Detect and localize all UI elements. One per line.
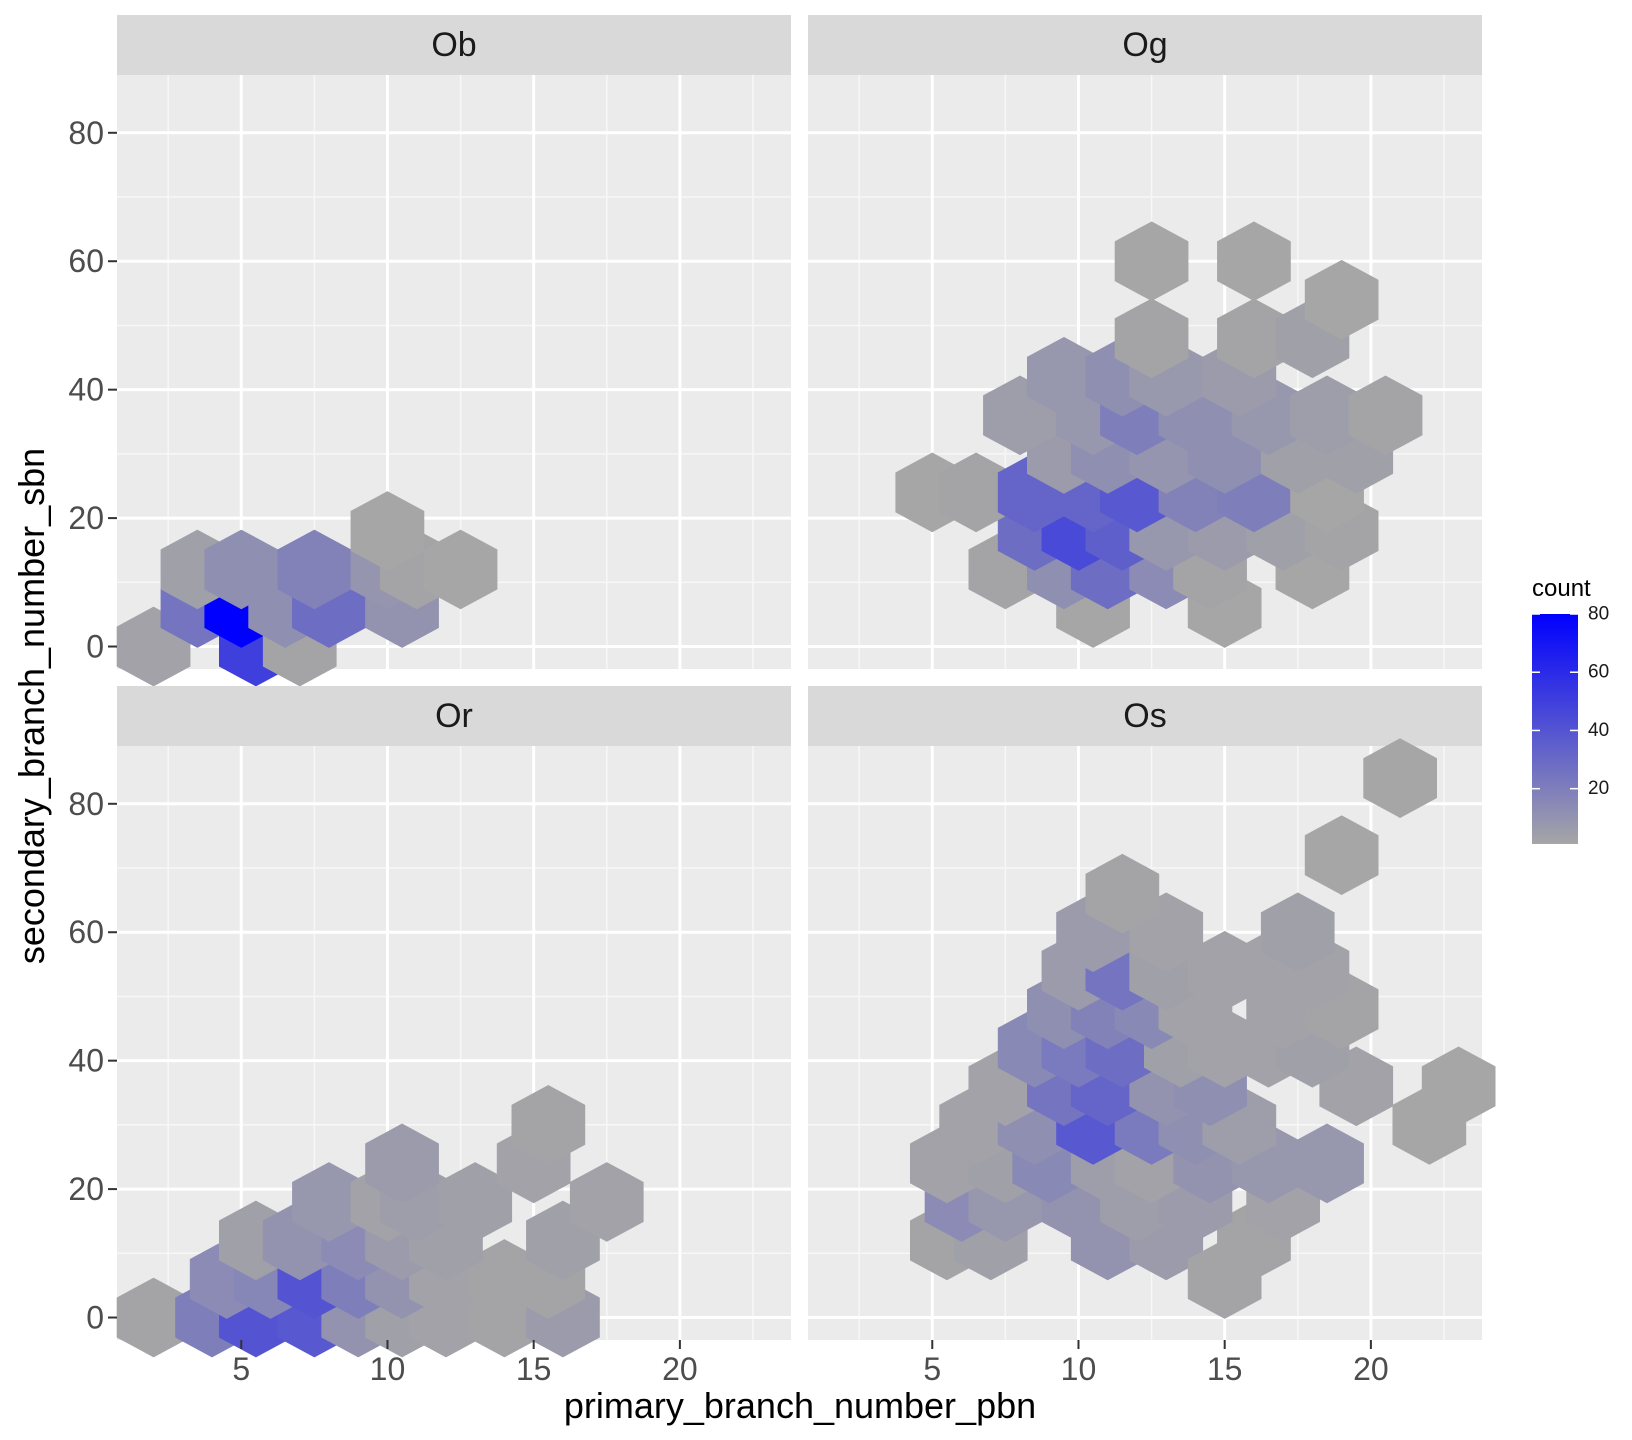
strip-background <box>808 15 1482 75</box>
hexbin <box>1114 221 1189 302</box>
hexbin <box>1260 892 1335 973</box>
hexbins <box>116 491 498 687</box>
strip-label: Or <box>435 697 473 735</box>
y-tick-label: 20 <box>68 500 104 536</box>
y-axis-title: secondary_branch_number_sbn <box>11 448 52 964</box>
panel-og: Og <box>808 15 1482 669</box>
legend-colorbar <box>1532 614 1578 844</box>
y-tick-label: 40 <box>68 372 104 408</box>
hexbin <box>350 491 425 571</box>
y-tick-label: 0 <box>86 629 104 665</box>
panel-ob: Ob <box>116 15 791 687</box>
hexbin <box>1085 853 1160 934</box>
legend-title: count <box>1532 575 1591 602</box>
x-axis-right: 5 10 15 20 <box>923 1340 1389 1387</box>
x-tick-label: 15 <box>1207 1351 1243 1387</box>
x-tick-label: 20 <box>662 1351 698 1387</box>
legend-ticks: 20 40 60 80 <box>1532 604 1609 799</box>
y-tick-label: 0 <box>86 1300 104 1336</box>
legend-tick-label: 60 <box>1588 662 1609 683</box>
y-tick-label: 20 <box>68 1171 104 1207</box>
y-tick-label: 80 <box>68 115 104 151</box>
y-axis-top: 0 20 40 60 80 <box>68 115 117 665</box>
x-tick-label: 10 <box>370 1351 406 1387</box>
strip-label: Og <box>1122 26 1167 64</box>
y-tick-label: 60 <box>68 243 104 279</box>
y-axis-bottom: 0 20 40 60 80 <box>68 786 117 1336</box>
x-tick-label: 5 <box>923 1351 941 1387</box>
hexbin <box>1187 1239 1262 1319</box>
hexbins <box>909 738 1496 1319</box>
x-tick-label: 10 <box>1061 1351 1097 1387</box>
strip-label: Ob <box>431 26 476 64</box>
hexbin <box>1348 375 1423 456</box>
x-tick-label: 20 <box>1353 1351 1389 1387</box>
x-axis-left: 5 10 15 20 <box>232 1340 698 1387</box>
hexbin <box>1421 1046 1496 1127</box>
legend-tick-label: 80 <box>1588 604 1609 625</box>
panel-os: Os <box>808 686 1496 1340</box>
hexbin <box>365 1123 439 1204</box>
hexbin <box>511 1085 586 1165</box>
strip-background <box>117 686 791 746</box>
hexbin <box>1217 221 1291 302</box>
legend-tick-label: 20 <box>1588 778 1609 799</box>
hexbin <box>1304 815 1379 895</box>
strip-label: Os <box>1123 697 1166 735</box>
gridlines <box>117 75 791 669</box>
x-tick-label: 5 <box>232 1351 250 1387</box>
hexbin <box>1290 1123 1364 1204</box>
strip-background <box>808 686 1482 746</box>
hexbin <box>1304 259 1379 340</box>
x-tick-label: 15 <box>516 1351 552 1387</box>
legend: count 20 40 60 80 <box>1532 575 1609 844</box>
hexbin <box>1114 298 1189 379</box>
panel-or: Or <box>116 686 791 1358</box>
y-tick-label: 80 <box>68 786 104 822</box>
x-axis-title: primary_branch_number_pbn <box>564 1385 1036 1426</box>
hexbins <box>116 1085 644 1358</box>
hexbins <box>895 221 1423 648</box>
strip-background <box>117 15 791 75</box>
y-tick-label: 60 <box>68 914 104 950</box>
hexbin <box>1363 738 1437 818</box>
legend-tick-label: 40 <box>1588 720 1609 741</box>
y-tick-label: 40 <box>68 1043 104 1079</box>
